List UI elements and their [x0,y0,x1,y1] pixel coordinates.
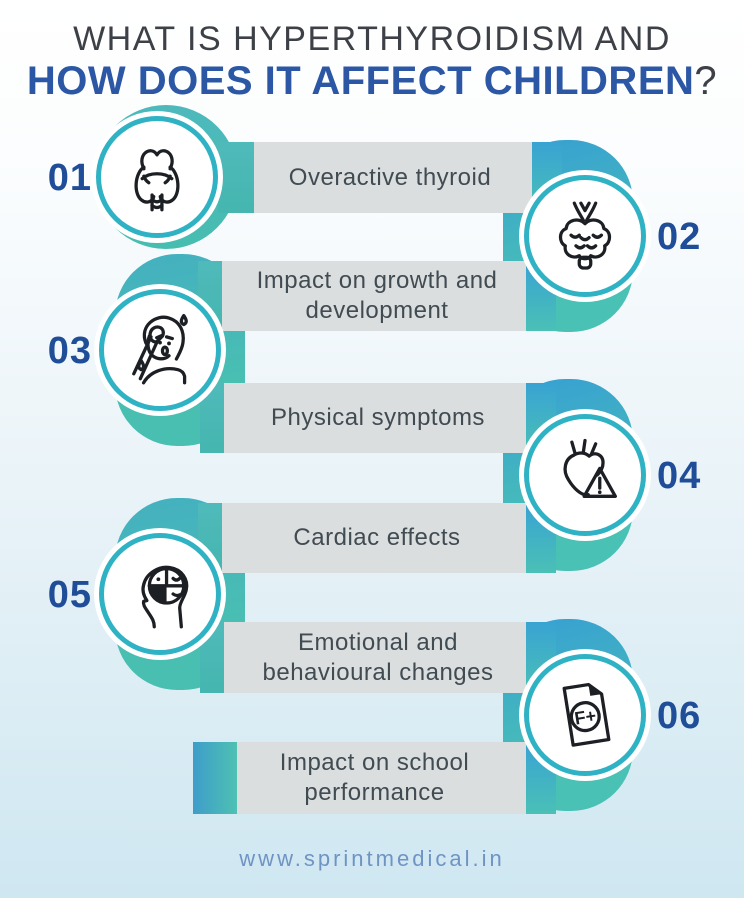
step-number-6: 06 [657,695,702,737]
bar-cap [200,383,224,453]
title-question-mark: ? [694,58,718,103]
step-number-5: 05 [47,574,92,616]
label-bar-6: Impact on school performance [193,742,556,814]
page-title: WHAT IS HYPERTHYROIDISM AND HOW DOES IT … [0,20,744,104]
fatigued-woman-icon [132,313,188,385]
label-bar-1: Overactive thyroid [218,142,562,213]
item-label: Overactive thyroid [288,163,492,191]
step-number-4: 04 [657,455,702,497]
label-bar-4: Cardiac effects [198,503,556,573]
icon-circle-2 [524,175,646,297]
icon-circle-5 [99,533,221,655]
item-label: Cardiac effects [293,524,461,551]
icon-circle-6: F+ [524,654,646,776]
label-bar-3: Physical symptoms [200,383,556,453]
footer: www.sprintmedical.in [0,846,744,872]
item-label: Impact on growth and development [256,267,498,324]
label-bar-5: Emotional and behavioural changes [200,622,556,693]
website-link[interactable]: www.sprintmedical.in [239,846,505,871]
title-line2: HOW DOES IT AFFECT CHILDREN? [0,58,744,104]
step-number-1: 01 [47,157,92,199]
title-line2-text: HOW DOES IT AFFECT CHILDREN [26,58,695,103]
icon-circle-4 [524,414,646,536]
report-card-icon: F+ [562,682,611,747]
icon-circle-1 [96,116,218,238]
heart-warning-icon [563,438,617,498]
thyroid-gland-icon [558,201,612,270]
mind-emotions-icon [141,565,189,629]
thyroid-front-icon [134,149,180,212]
item-label: Impact on school performance [279,749,470,806]
item-label: Physical symptoms [271,404,485,431]
label-bar-2: Impact on growth and development [198,261,556,331]
step-number-2: 02 [657,216,702,258]
item-label: Emotional and behavioural changes [262,628,494,686]
svg-text:F+: F+ [573,706,597,729]
bar-cap [193,742,237,814]
bar-cap [218,142,254,213]
title-line1: WHAT IS HYPERTHYROIDISM AND [73,20,671,58]
icon-circle-3 [99,289,221,411]
step-number-3: 03 [47,330,92,372]
